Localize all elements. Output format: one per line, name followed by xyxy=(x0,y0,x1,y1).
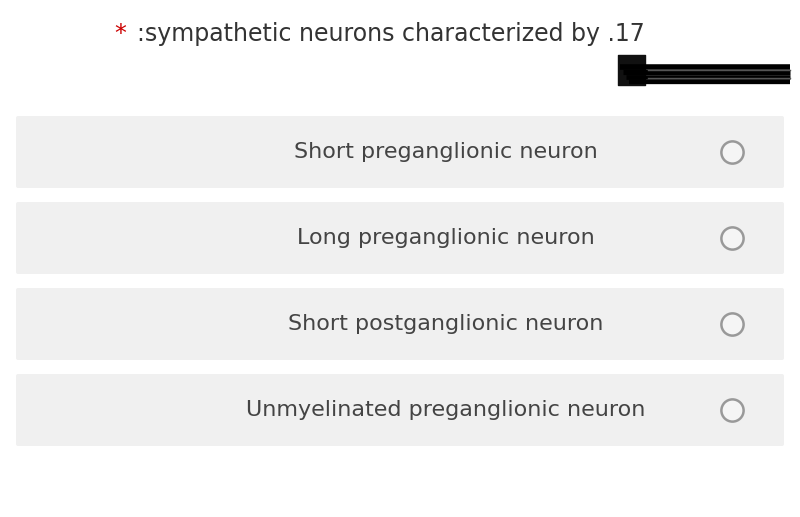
Text: Short preganglionic neuron: Short preganglionic neuron xyxy=(294,142,598,162)
FancyBboxPatch shape xyxy=(16,116,784,188)
FancyBboxPatch shape xyxy=(16,288,784,360)
Point xyxy=(726,406,738,414)
Text: Unmyelinated preganglionic neuron: Unmyelinated preganglionic neuron xyxy=(246,400,646,420)
Text: Long preganglionic neuron: Long preganglionic neuron xyxy=(297,228,594,248)
Text: *: * xyxy=(115,22,134,46)
FancyBboxPatch shape xyxy=(16,374,784,446)
Text: Short postganglionic neuron: Short postganglionic neuron xyxy=(288,314,603,334)
Point xyxy=(726,320,738,328)
Point xyxy=(726,148,738,156)
FancyBboxPatch shape xyxy=(16,202,784,274)
Text: :sympathetic neurons characterized by .17: :sympathetic neurons characterized by .1… xyxy=(137,22,645,46)
Point xyxy=(726,234,738,242)
